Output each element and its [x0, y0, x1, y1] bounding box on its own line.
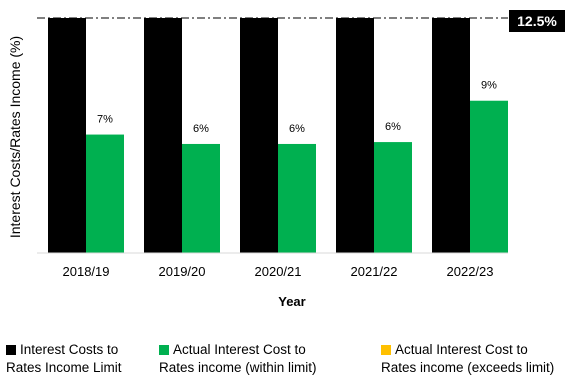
data-label: 6%	[193, 123, 209, 135]
x-tick-label: 2020/21	[255, 264, 302, 279]
bar-limit	[432, 18, 470, 253]
x-axis-label: Year	[278, 294, 305, 309]
data-label: 6%	[385, 121, 401, 133]
bar-limit	[48, 18, 86, 253]
bar-within-limit	[182, 143, 220, 253]
legend-item-label: Actual Interest Cost to	[173, 342, 306, 357]
bar-within-limit	[470, 100, 508, 253]
legend-item-label-2: Rates Income Limit	[6, 360, 122, 375]
x-tick-label: 2021/22	[351, 264, 398, 279]
legend-swatch-black	[6, 345, 16, 355]
legend-item-label-2: Rates income (exceeds limit)	[381, 360, 555, 375]
bars-layer	[48, 18, 508, 253]
legend-swatch-yellow	[381, 345, 391, 355]
y-axis-label: Interest Costs/Rates Income (%)	[7, 36, 23, 238]
data-label: 9%	[481, 80, 497, 92]
limit-label-text: 12.5%	[517, 13, 557, 29]
bar-within-limit	[278, 143, 316, 253]
data-label: 6%	[289, 123, 305, 135]
legend: Interest Costs to Rates Income Limit Act…	[6, 341, 584, 378]
limit-label-box	[509, 10, 565, 32]
limit-label: 12.5%	[509, 10, 565, 32]
data-label: 7%	[97, 114, 113, 126]
bar-limit	[240, 18, 278, 253]
bar-limit	[144, 18, 182, 253]
x-tick-label: 2019/20	[159, 264, 206, 279]
bar-limit	[336, 18, 374, 253]
legend-item-label: Actual Interest Cost to	[395, 342, 528, 357]
bar-within-limit	[86, 134, 124, 253]
x-tick-label: 2018/19	[63, 264, 110, 279]
x-tick-label: 2022/23	[447, 264, 494, 279]
legend-swatch-green	[159, 345, 169, 355]
x-tick-labels: 2018/19 2019/20 2020/21 2021/22 2022/23	[63, 264, 494, 279]
legend-item-label-2: Rates income (within limit)	[159, 360, 317, 375]
data-labels-layer: 7% 6% 6% 6% 9%	[97, 80, 497, 135]
bar-within-limit	[374, 142, 412, 253]
legend-item-label: Interest Costs to	[20, 342, 119, 357]
